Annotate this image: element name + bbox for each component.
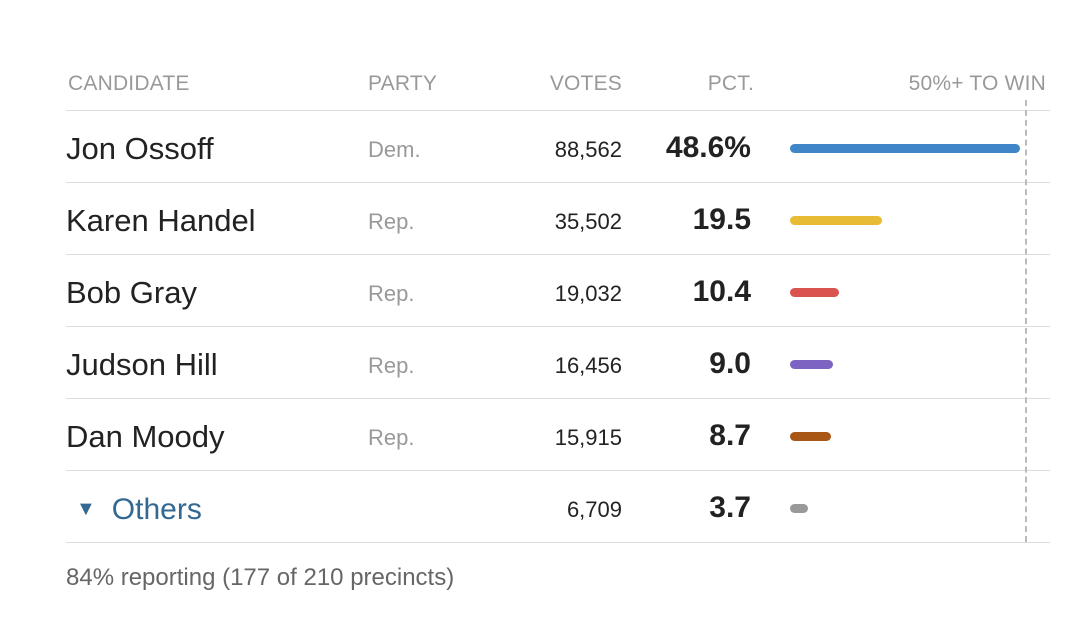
candidate-name: Karen Handel <box>66 203 256 238</box>
candidate-pct: 8.7 <box>709 419 751 452</box>
header-candidate: CANDIDATE <box>68 72 190 95</box>
candidate-name: Judson Hill <box>66 347 218 382</box>
others-row: ▼ Others 6,709 3.7 <box>66 471 1050 543</box>
triangle-down-icon: ▼ <box>76 498 96 520</box>
candidate-party: Dem. <box>368 137 421 162</box>
candidate-votes: 19,032 <box>554 281 622 306</box>
candidate-name: Bob Gray <box>66 275 197 310</box>
candidate-votes: 35,502 <box>554 209 622 234</box>
candidate-pct: 48.6% <box>665 131 751 164</box>
candidate-row: Karen Handel Rep. 35,502 19.5 <box>66 183 1050 255</box>
header-pct: PCT. <box>707 72 754 95</box>
candidate-party: Rep. <box>368 209 415 234</box>
candidate-party: Rep. <box>368 281 415 306</box>
others-toggle-button[interactable]: ▼ Others <box>76 493 202 527</box>
candidate-bar <box>790 360 833 369</box>
header-votes: VOTES <box>549 72 622 95</box>
candidate-row: Judson Hill Rep. 16,456 9.0 <box>66 327 1050 399</box>
candidate-votes: 16,456 <box>554 353 622 378</box>
candidate-pct: 9.0 <box>709 347 751 380</box>
candidate-bar <box>790 144 1020 153</box>
others-label: Others <box>111 493 202 526</box>
candidate-bar <box>790 216 882 225</box>
candidate-row: Dan Moody Rep. 15,915 8.7 <box>66 399 1050 471</box>
results-table: CANDIDATE PARTY VOTES PCT. 50%+ TO WIN J… <box>66 56 1050 543</box>
header-party: PARTY <box>368 72 438 95</box>
candidate-pct: 19.5 <box>692 203 751 236</box>
table-header: CANDIDATE PARTY VOTES PCT. 50%+ TO WIN <box>66 56 1050 111</box>
win-threshold-line <box>1025 100 1027 542</box>
candidate-name: Jon Ossoff <box>66 131 214 166</box>
candidate-bar <box>790 288 839 297</box>
others-votes: 6,709 <box>566 497 622 522</box>
candidate-votes: 88,562 <box>554 137 622 162</box>
candidate-party: Rep. <box>368 425 415 450</box>
reporting-status: 84% reporting (177 of 210 precincts) <box>66 564 455 591</box>
candidate-bar <box>790 432 831 441</box>
candidate-row: Jon Ossoff Dem. 88,562 48.6% <box>66 111 1050 183</box>
candidate-name: Dan Moody <box>66 419 225 454</box>
candidate-pct: 10.4 <box>692 275 751 308</box>
candidate-party: Rep. <box>368 353 415 378</box>
candidate-votes: 15,915 <box>554 425 622 450</box>
candidate-row: Bob Gray Rep. 19,032 10.4 <box>66 255 1050 327</box>
header-win-threshold: 50%+ TO WIN <box>908 72 1046 95</box>
others-pct: 3.7 <box>709 491 751 524</box>
others-bar <box>790 504 808 513</box>
